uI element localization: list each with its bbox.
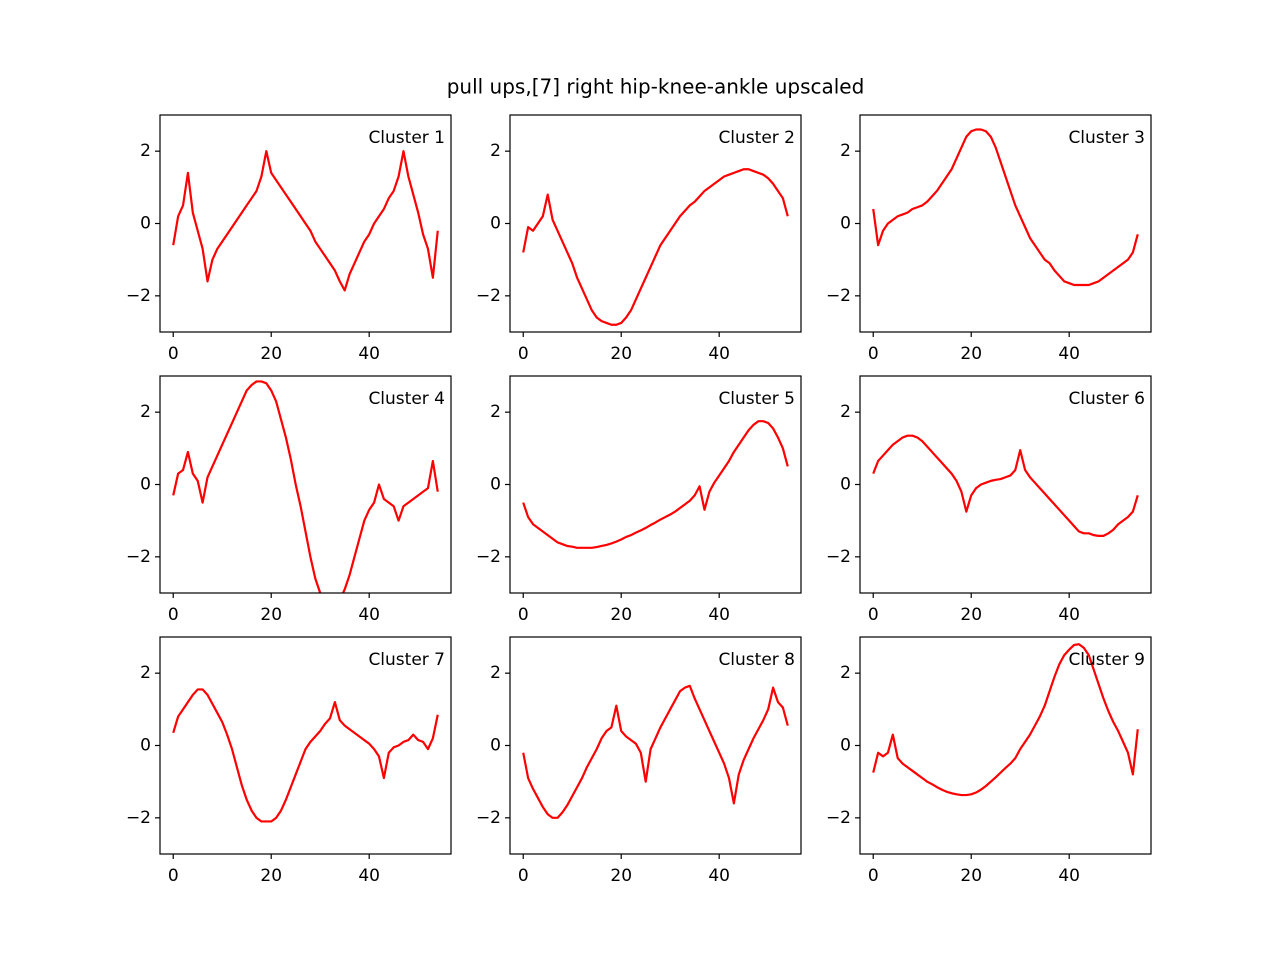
x-tick-label: 0 [518,344,529,364]
x-tick-label: 40 [1058,344,1080,364]
x-tick-label: 20 [260,866,282,886]
data-line [522,684,789,819]
x-tick-label: 0 [518,866,529,886]
y-tick-label: −2 [826,286,851,306]
y-tick-label: −2 [476,547,501,567]
y-tick-label: −2 [126,286,151,306]
x-tick-label: 40 [358,866,380,886]
data-line [522,168,789,326]
x-tick-label: 20 [960,866,982,886]
y-tick-label: 0 [490,214,501,234]
y-tick-label: 2 [840,141,851,161]
y-tick-label: 2 [140,663,151,683]
y-tick-label: −2 [476,808,501,828]
subplot: 0 20 40 −2 0 2 Cluster 8 [476,636,802,886]
x-tick-label: 20 [610,344,632,364]
data-line [872,434,1139,537]
subplot: 0 20 40 −2 0 2 Cluster 9 [826,636,1152,886]
annotation: Cluster 3 [1068,128,1145,148]
x-tick-label: 40 [708,605,730,625]
data-line [872,643,1139,797]
x-tick-label: 0 [868,605,879,625]
x-tick-label: 20 [260,344,282,364]
data-line [172,150,439,292]
x-tick-label: 40 [1058,866,1080,886]
x-tick-label: 40 [708,344,730,364]
x-tick-label: 20 [960,344,982,364]
y-tick-label: 0 [490,736,501,756]
y-tick-label: 2 [840,402,851,422]
y-tick-label: −2 [826,547,851,567]
y-tick-label: −2 [126,547,151,567]
y-tick-label: −2 [126,808,151,828]
y-tick-label: 2 [140,141,151,161]
annotation: Cluster 9 [1068,650,1145,670]
data-line [522,420,789,549]
annotation: Cluster 7 [368,650,445,670]
x-tick-label: 40 [1058,605,1080,625]
subplot: 0 20 40 −2 0 2 Cluster 2 [476,114,802,364]
y-tick-label: −2 [476,286,501,306]
y-tick-label: 0 [840,475,851,495]
x-tick-label: 40 [358,605,380,625]
annotation: Cluster 8 [718,650,795,670]
annotation: Cluster 2 [718,128,795,148]
y-tick-label: 2 [490,141,501,161]
data-line [172,688,439,823]
x-tick-label: 20 [260,605,282,625]
subplot: 0 20 40 −2 0 2 Cluster 6 [826,375,1152,625]
y-tick-label: 0 [140,736,151,756]
y-tick-label: 0 [490,475,501,495]
x-tick-label: 0 [518,605,529,625]
x-tick-label: 40 [708,866,730,886]
y-tick-label: 2 [840,663,851,683]
x-tick-label: 0 [168,605,179,625]
annotation: Cluster 5 [718,389,795,409]
y-tick-label: 0 [840,214,851,234]
x-tick-label: 0 [868,344,879,364]
x-tick-label: 40 [358,344,380,364]
x-tick-label: 20 [610,866,632,886]
y-tick-label: 2 [140,402,151,422]
subplot: 0 20 40 −2 0 2 Cluster 3 [826,114,1152,364]
y-tick-label: 0 [840,736,851,756]
y-tick-label: −2 [826,808,851,828]
x-tick-label: 20 [960,605,982,625]
x-tick-label: 0 [868,866,879,886]
subplot: 0 20 40 −2 0 2 Cluster 7 [126,636,452,886]
figure-title: pull ups,[7] right hip-knee-ankle upscal… [447,75,865,99]
x-tick-label: 20 [610,605,632,625]
annotation: Cluster 1 [368,128,445,148]
data-line [872,128,1139,287]
y-tick-label: 0 [140,475,151,495]
annotation: Cluster 4 [368,389,445,409]
y-tick-label: 2 [490,663,501,683]
data-line [172,380,439,593]
subplot: 0 20 40 −2 0 2 Cluster 1 [126,114,452,364]
y-tick-label: 0 [140,214,151,234]
x-tick-label: 0 [168,344,179,364]
subplot: 0 20 40 −2 0 2 Cluster 4 [126,375,452,625]
annotation: Cluster 6 [1068,389,1145,409]
x-tick-label: 0 [168,866,179,886]
y-tick-label: 2 [490,402,501,422]
subplot: 0 20 40 −2 0 2 Cluster 5 [476,375,802,625]
